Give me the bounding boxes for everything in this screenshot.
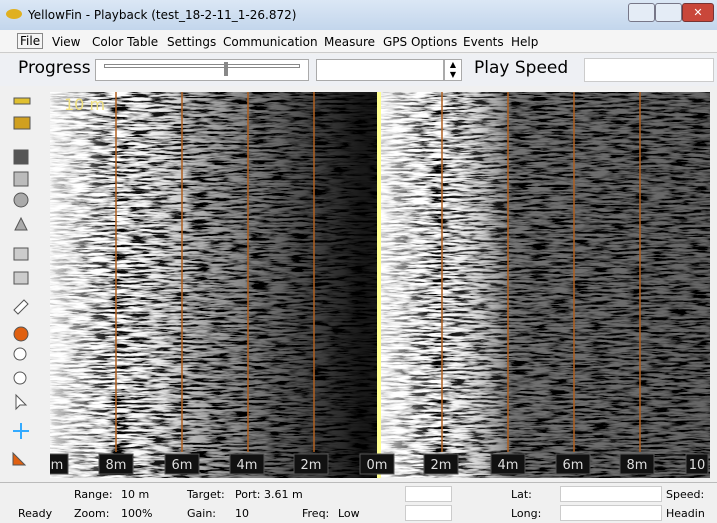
menu-item[interactable]: Settings [167, 35, 216, 49]
sonar-view: 10 m m 8m 6m 4m 2m 0m 2m 4m 6m 8m 10 [50, 92, 710, 478]
menu-item[interactable]: Measure [324, 35, 375, 49]
status-field [560, 486, 662, 502]
status-text: 100% [121, 507, 152, 520]
progress-label: Progress [18, 58, 91, 78]
status-text: Port: 3.61 m [235, 488, 303, 501]
status-text: Freq: [302, 507, 329, 520]
scale-label: 8m [627, 458, 648, 473]
progress-slider[interactable] [95, 59, 309, 81]
menu-item[interactable]: File [17, 33, 43, 49]
scale-label: 4m [237, 458, 258, 473]
status-text: Low [338, 507, 360, 520]
status-text: Headin [666, 507, 705, 520]
scale-label: 0m [367, 458, 388, 473]
menu-item[interactable]: Communication [223, 35, 318, 49]
window-title: YellowFin - Playback (test_18-2-11_1-26.… [28, 8, 296, 22]
scale-label: 2m [431, 458, 452, 473]
status-text: Lat: [511, 488, 532, 501]
status-text: Long: [511, 507, 541, 520]
status-field [405, 505, 452, 521]
status-text: Target: [187, 488, 225, 501]
menu-item[interactable]: View [52, 35, 80, 49]
range-label: 10 m [64, 95, 105, 114]
status-field [560, 505, 662, 521]
speed-spinner[interactable]: ▲▼ [444, 59, 462, 81]
scale-label: m [51, 458, 64, 473]
minimize-button[interactable] [628, 3, 655, 22]
status-text: Gain: [187, 507, 216, 520]
menu-item[interactable]: GPS Options [383, 35, 457, 49]
status-text: Range: [74, 488, 113, 501]
play-speed-label: Play Speed [474, 58, 568, 78]
app-window: YellowFin - Playback (test_18-2-11_1-26.… [0, 0, 717, 522]
speed-input[interactable] [316, 59, 444, 81]
toolbar-field [584, 58, 714, 82]
status-text: 10 [235, 507, 249, 520]
close-button[interactable]: ✕ [682, 3, 714, 22]
menu-item[interactable]: Color Table [92, 35, 158, 49]
status-field [405, 486, 452, 502]
scale-label: 4m [498, 458, 519, 473]
scale-label: 8m [106, 458, 127, 473]
scale-label: 6m [172, 458, 193, 473]
scale-label: 2m [301, 458, 322, 473]
status-text: Zoom: [74, 507, 109, 520]
status-text: 10 m [121, 488, 149, 501]
menu-item[interactable]: Events [463, 35, 504, 49]
app-icon [6, 9, 22, 19]
side-toolbar [8, 90, 44, 485]
scale-label: 6m [563, 458, 584, 473]
maximize-button[interactable] [655, 3, 682, 22]
status-text: Ready [18, 507, 52, 520]
status-text: Speed: [666, 488, 704, 501]
scale-label: 10 [689, 458, 706, 473]
menu-item[interactable]: Help [511, 35, 538, 49]
